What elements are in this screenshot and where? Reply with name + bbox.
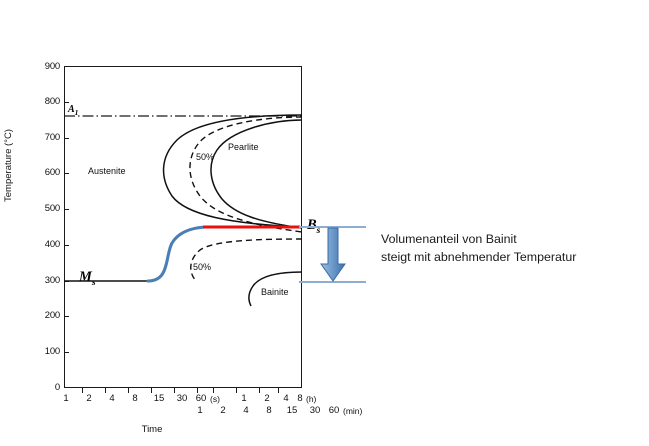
x-tick-label-h-1: 1 bbox=[241, 393, 247, 404]
x-tick-label-h-2: 2 bbox=[264, 393, 270, 404]
y-tickmark-200 bbox=[64, 316, 69, 317]
x-tickmark-h-1 bbox=[236, 388, 237, 393]
pearlite-finish-curve bbox=[210, 119, 303, 229]
bs-label-text: B bbox=[307, 217, 317, 233]
x-tickmark-s-8 bbox=[151, 388, 152, 393]
a1-label-text: A bbox=[68, 104, 75, 115]
y-tick-label-700: 700 bbox=[44, 132, 60, 143]
x-tick-label-min-2: 2 bbox=[220, 405, 226, 416]
ms-label-sub: s bbox=[91, 277, 96, 288]
curve-label-bainite-50: 50% bbox=[193, 262, 212, 272]
x-tick-label-s-2: 2 bbox=[86, 393, 92, 404]
x-tick-label-s-1: 1 bbox=[63, 393, 69, 404]
y-tickmark-700 bbox=[64, 138, 69, 139]
x-tickmark-h-4 bbox=[278, 388, 279, 393]
a1-label: A1 bbox=[68, 104, 78, 117]
y-tick-label-200: 200 bbox=[44, 310, 60, 321]
bs-label: Bs bbox=[307, 217, 320, 236]
bainite-finish-curve bbox=[248, 271, 303, 307]
annotation-text: Volumenanteil von Bainit steigt mit abne… bbox=[381, 231, 643, 267]
annotation-line-2: steigt mit abnehmender Temperatur bbox=[381, 249, 577, 264]
x-tickmark-s-2 bbox=[105, 388, 106, 393]
bainite-50pct-curve bbox=[190, 238, 303, 282]
x-tick-label-s-60: 60 bbox=[195, 393, 207, 404]
x-tickmark-s-15 bbox=[174, 388, 175, 393]
y-tickmark-800 bbox=[64, 102, 69, 103]
annotation-line-1: Volumenanteil von Bainit bbox=[381, 232, 517, 246]
pearlite-50pct-curve bbox=[189, 116, 303, 233]
y-tick-label-800: 800 bbox=[44, 96, 60, 107]
x-unit-hours: (h) bbox=[306, 394, 317, 404]
bainite-start-curve-blue bbox=[146, 225, 207, 283]
x-tick-label-min-4: 4 bbox=[243, 405, 249, 416]
y-tick-label-500: 500 bbox=[44, 203, 60, 214]
pearlite-start-curve bbox=[162, 114, 303, 228]
x-axis-label: Time bbox=[141, 424, 163, 435]
x-tick-label-min-1: 1 bbox=[197, 405, 203, 416]
y-tick-label-400: 400 bbox=[44, 239, 60, 250]
x-tick-label-h-4: 4 bbox=[283, 393, 289, 404]
y-tickmark-400 bbox=[64, 245, 69, 246]
y-tick-label-300: 300 bbox=[44, 275, 60, 286]
bs-label-sub: s bbox=[316, 225, 321, 236]
y-tickmark-500 bbox=[64, 209, 69, 210]
x-tick-label-s-30: 30 bbox=[176, 393, 188, 404]
x-unit-minutes: (min) bbox=[343, 406, 363, 416]
down-arrow-icon bbox=[320, 227, 346, 282]
y-tick-label-600: 600 bbox=[44, 167, 60, 178]
annotation-bottom-rule bbox=[299, 281, 366, 284]
x-tick-label-h-8: 8 bbox=[297, 393, 303, 404]
y-tick-label-100: 100 bbox=[44, 346, 60, 357]
field-label-austenite: Austenite bbox=[88, 166, 126, 176]
x-tick-label-min-15: 15 bbox=[286, 405, 298, 416]
x-tick-label-min-60: 60 bbox=[328, 405, 340, 416]
x-tick-label-min-30: 30 bbox=[309, 405, 321, 416]
x-tickmark-s-60 bbox=[213, 388, 214, 393]
y-tickmark-100 bbox=[64, 352, 69, 353]
x-tick-label-s-15: 15 bbox=[153, 393, 165, 404]
x-unit-seconds: (s) bbox=[210, 394, 220, 404]
x-tick-label-s-4: 4 bbox=[109, 393, 115, 404]
field-label-bainite: Bainite bbox=[261, 287, 289, 297]
y-tickmark-600 bbox=[64, 173, 69, 174]
x-tick-label-min-8: 8 bbox=[266, 405, 272, 416]
x-tickmark-s-4 bbox=[128, 388, 129, 393]
annotation-top-rule bbox=[299, 226, 366, 229]
x-tick-label-s-8: 8 bbox=[132, 393, 138, 404]
x-tickmark-h-2 bbox=[259, 388, 260, 393]
x-tickmark-s-1 bbox=[82, 388, 83, 393]
y-tick-label-900: 900 bbox=[44, 61, 60, 72]
y-tick-label-0: 0 bbox=[54, 382, 60, 393]
a1-label-sub: 1 bbox=[74, 108, 79, 117]
curve-label-pearlite-50: 50% bbox=[196, 152, 215, 162]
x-tickmark-s-30 bbox=[197, 388, 198, 393]
field-label-pearlite: Pearlite bbox=[228, 142, 259, 152]
